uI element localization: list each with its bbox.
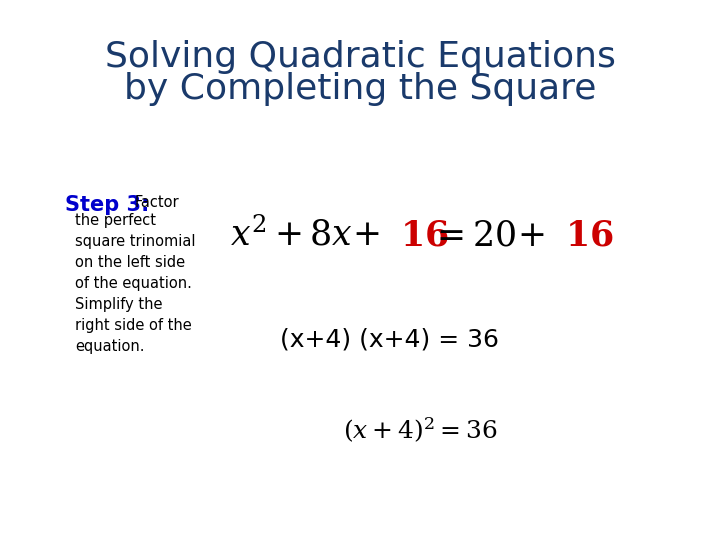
Text: of the equation.: of the equation.	[75, 276, 192, 291]
Text: equation.: equation.	[75, 339, 145, 354]
Text: $= 20\!+\!$: $= 20\!+\!$	[430, 218, 545, 252]
Text: the perfect: the perfect	[75, 213, 156, 228]
Text: by Completing the Square: by Completing the Square	[124, 72, 596, 106]
Text: $x^2 + 8x\!+\!$: $x^2 + 8x\!+\!$	[230, 217, 380, 253]
Text: (x+4) (x+4) = 36: (x+4) (x+4) = 36	[281, 328, 500, 352]
Text: Simplify the: Simplify the	[75, 297, 163, 312]
Text: Step 3:: Step 3:	[65, 195, 149, 215]
Text: $\bf{16}$: $\bf{16}$	[565, 218, 613, 252]
Text: right side of the: right side of the	[75, 318, 192, 333]
Text: $(x+4)^2 = 36$: $(x+4)^2 = 36$	[343, 415, 498, 444]
Text: on the left side: on the left side	[75, 255, 185, 270]
Text: Solving Quadratic Equations: Solving Quadratic Equations	[104, 40, 616, 74]
Text: $\bf{16}$: $\bf{16}$	[400, 218, 449, 252]
Text: square trinomial: square trinomial	[75, 234, 196, 249]
Text: Factor: Factor	[135, 195, 179, 210]
